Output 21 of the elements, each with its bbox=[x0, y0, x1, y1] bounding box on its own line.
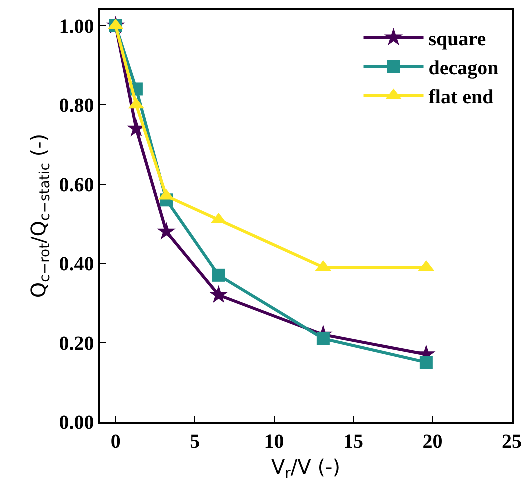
x-tick-label: 0 bbox=[110, 430, 121, 453]
y-tick-label: 1.00 bbox=[59, 16, 94, 38]
x-tick-label: 10 bbox=[264, 430, 284, 453]
y-tick-label: 0.80 bbox=[59, 95, 94, 118]
legend-label: decagon bbox=[428, 58, 499, 80]
y-tick-label: 0.60 bbox=[59, 174, 94, 196]
point bbox=[212, 268, 226, 282]
x-tick-label: 15 bbox=[344, 430, 364, 453]
x-tick-label: 5 bbox=[190, 430, 200, 453]
legend-label: square bbox=[428, 28, 486, 51]
y-tick-label: 0.40 bbox=[59, 254, 94, 276]
y-tick-label: 0.20 bbox=[59, 332, 94, 355]
legend-label: flat end bbox=[428, 86, 494, 109]
point bbox=[420, 356, 433, 370]
point bbox=[316, 332, 330, 346]
point bbox=[210, 285, 228, 304]
x-tick-label: 20 bbox=[422, 430, 443, 453]
point bbox=[157, 222, 176, 240]
x-axis-title: V$_{r}$/V (-) bbox=[271, 454, 341, 482]
y-tick-label: 0.00 bbox=[59, 412, 94, 434]
x-tick-label: 25 bbox=[502, 430, 522, 453]
